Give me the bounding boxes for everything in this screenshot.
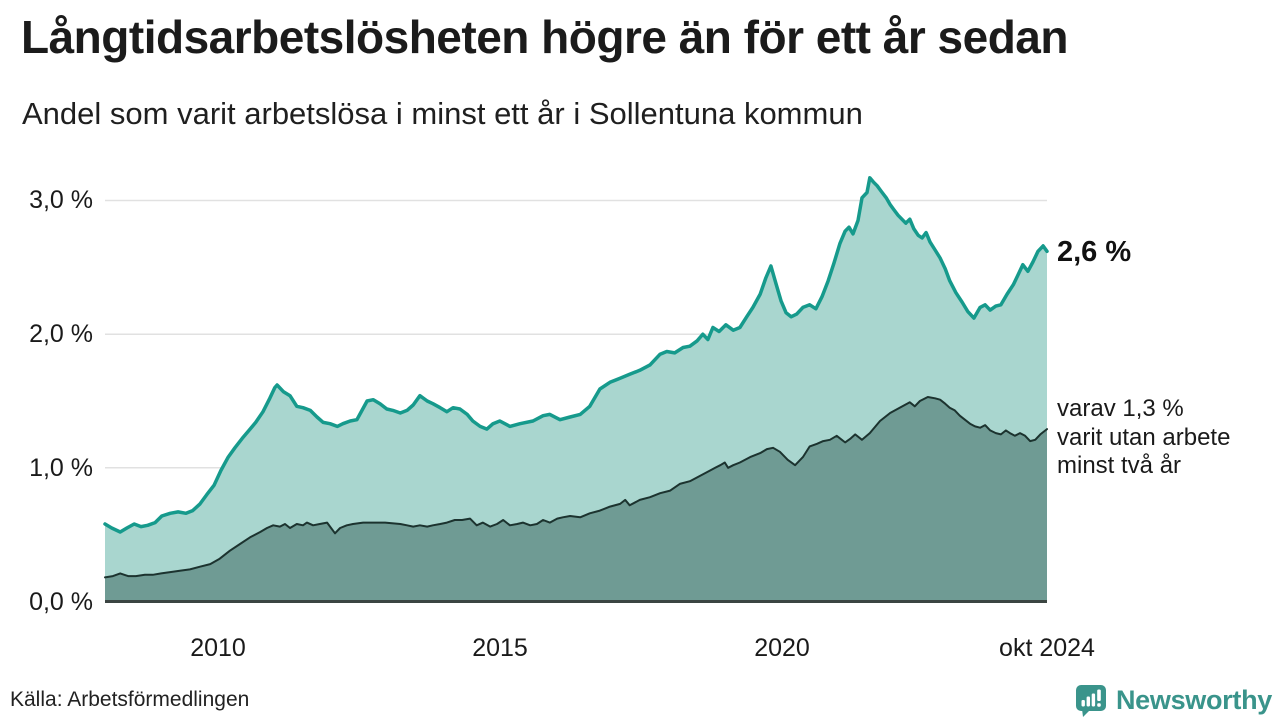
- x-axis-label-2020: 2020: [754, 634, 810, 662]
- secondary-value-line-1: varav 1,3 %: [1057, 395, 1184, 422]
- y-axis-label-3: 3,0 %: [29, 186, 93, 214]
- latest-value-label: 2,6 %: [1057, 236, 1132, 268]
- y-axis-label-2: 2,0 %: [29, 320, 93, 348]
- x-axis-label-2015: 2015: [472, 634, 528, 662]
- page-subtitle: Andel som varit arbetslösa i minst ett å…: [22, 96, 863, 131]
- x-axis-label-okt-2024: okt 2024: [999, 634, 1095, 662]
- series-area-1: [105, 397, 1047, 602]
- page-title: Långtidsarbetslösheten högre än för ett …: [21, 11, 1068, 63]
- secondary-value-line-2: varit utan arbete: [1057, 423, 1231, 451]
- series-line-0: [103, 176, 1049, 534]
- secondary-value-line-3: minst två år: [1057, 452, 1182, 479]
- brand-name: Newsworthy: [1115, 685, 1272, 715]
- source-caption: Källa: Arbetsförmedlingen: [10, 688, 250, 711]
- brand-logo: Newsworthy: [1075, 684, 1272, 717]
- y-axis-label-0: 0,0 %: [29, 588, 93, 616]
- y-axis-label-1: 1,0 %: [29, 454, 93, 482]
- x-axis-label-2010: 2010: [190, 634, 246, 662]
- secondary-value-label: varav 1,3 % varit utan arbete minst två …: [1057, 395, 1230, 481]
- series-line-1: [104, 396, 1048, 579]
- newsworthy-bubble-icon: [1075, 685, 1106, 717]
